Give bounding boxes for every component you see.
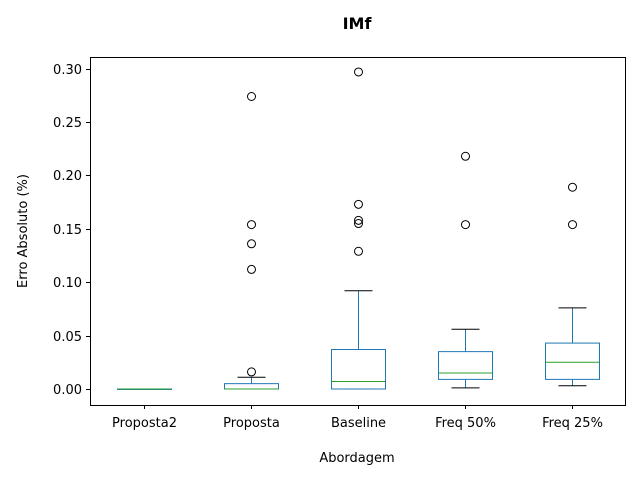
y-tick-label: 0.30: [53, 63, 82, 78]
outlier-point: [247, 91, 256, 101]
outlier-point: [461, 220, 470, 230]
box: [438, 351, 493, 380]
outlier-point: [568, 182, 577, 192]
outlier-point: [354, 246, 363, 256]
y-tick-label: 0.25: [53, 116, 82, 131]
outlier-point: [354, 215, 363, 225]
box-group-proposta2: [117, 388, 172, 390]
outlier-point: [247, 264, 256, 274]
x-tick-label: Proposta2: [112, 416, 177, 431]
outlier-point: [354, 67, 363, 77]
box: [545, 342, 600, 380]
x-axis-label: Abordagem: [319, 451, 394, 466]
box-group-freq-25-: [545, 182, 600, 387]
chart-title: IMf: [343, 14, 373, 33]
y-tick-label: 0.15: [53, 223, 82, 238]
outlier-point: [354, 199, 363, 209]
box-group-freq-50-: [438, 151, 493, 389]
y-tick-label: 0.00: [53, 383, 82, 398]
box: [331, 348, 386, 390]
plot-area: [117, 67, 600, 390]
x-tick-label: Proposta: [223, 416, 280, 431]
box-group-baseline: [331, 67, 386, 390]
y-tick-label: 0.10: [53, 276, 82, 291]
x-tick-label: Freq 50%: [435, 416, 496, 431]
outlier-point: [568, 220, 577, 230]
outlier-point: [247, 367, 256, 377]
y-axis-label: Erro Absoluto (%): [16, 174, 31, 288]
outlier-point: [247, 239, 256, 249]
x-tick-label: Freq 25%: [542, 416, 603, 431]
y-tick-label: 0.20: [53, 169, 82, 184]
outlier-point: [247, 220, 256, 230]
outlier-point: [354, 219, 363, 229]
y-tick-label: 0.05: [53, 330, 82, 345]
outlier-point: [461, 151, 470, 161]
box: [224, 383, 279, 390]
x-tick-label: Baseline: [331, 416, 386, 431]
box-group-proposta: [224, 91, 279, 390]
